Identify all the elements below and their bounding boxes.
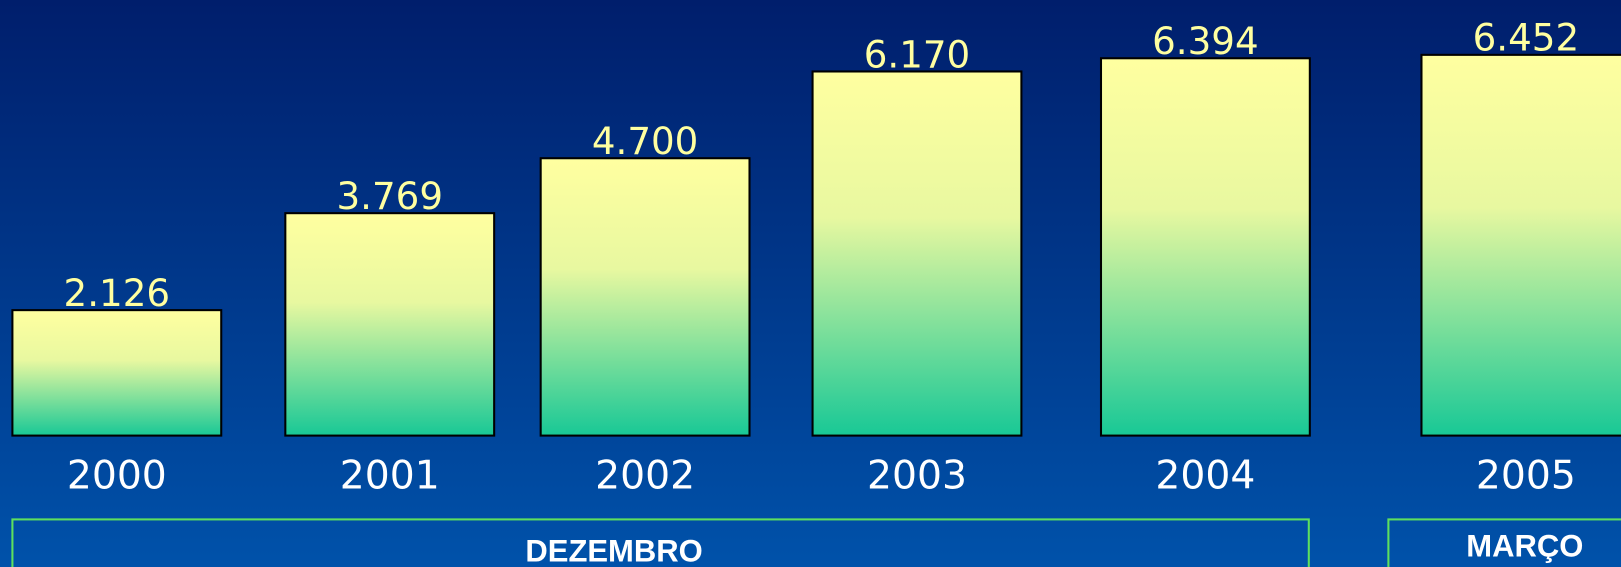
value-label: 2.126: [64, 271, 171, 315]
x-tick-label: 2004: [1155, 453, 1255, 498]
bar: [11, 309, 223, 437]
bar: [539, 157, 751, 437]
value-label: 6.452: [1473, 16, 1580, 60]
group-label: DEZEMBRO: [525, 534, 702, 567]
bar: [1420, 53, 1621, 437]
bar: [811, 70, 1023, 437]
group-label: MARÇO: [1466, 529, 1583, 564]
value-label: 4.700: [592, 119, 699, 163]
x-tick-label: 2003: [867, 453, 967, 498]
x-tick-label: 2000: [67, 453, 167, 498]
value-label: 6.170: [864, 32, 971, 76]
value-label: 3.769: [336, 174, 443, 218]
x-tick-label: 2001: [340, 453, 440, 498]
bar: [284, 212, 496, 437]
value-label: 6.394: [1152, 19, 1259, 63]
group-box: [11, 518, 1310, 567]
x-tick-label: 2002: [595, 453, 695, 498]
bar: [1099, 57, 1311, 437]
group-box: [1387, 518, 1621, 567]
x-tick-label: 2005: [1476, 453, 1576, 498]
